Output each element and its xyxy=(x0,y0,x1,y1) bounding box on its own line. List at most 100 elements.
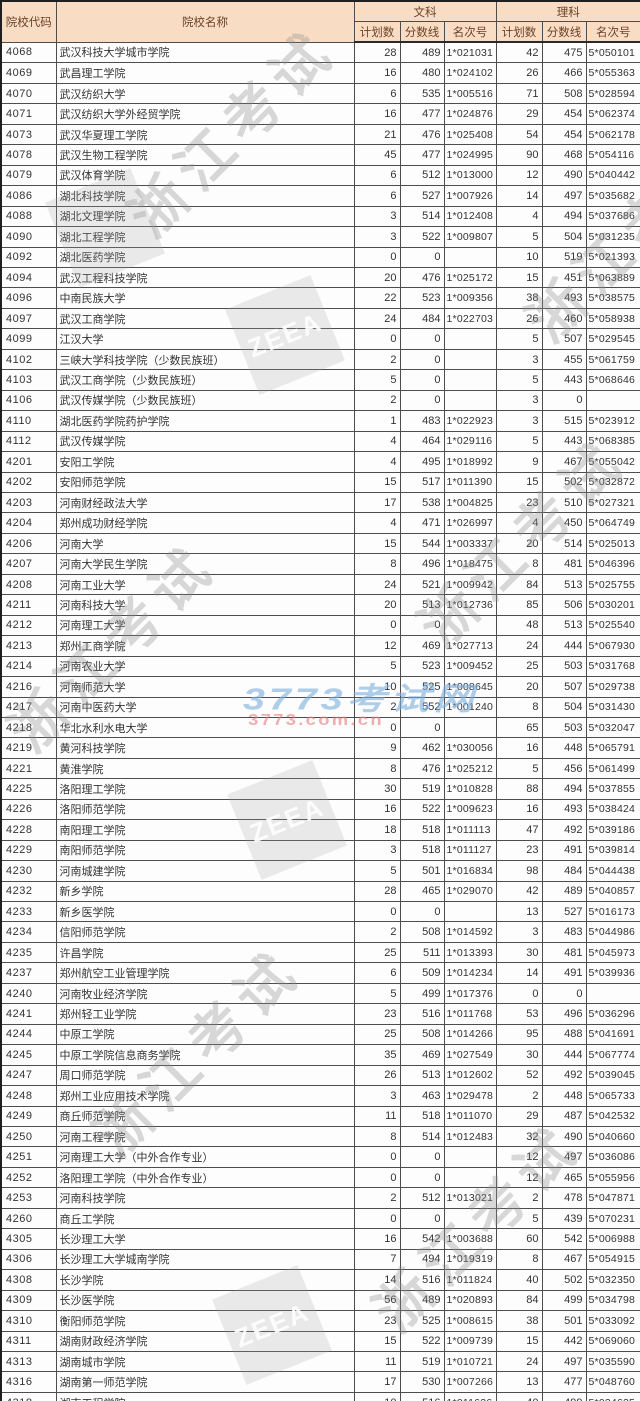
like-plan-cell: 15 xyxy=(495,1330,543,1353)
like-rank-cell: 5*061499 xyxy=(585,757,640,780)
like-rank-cell: 5*031768 xyxy=(585,655,640,678)
like-plan-cell: 52 xyxy=(495,1064,543,1087)
like-plan-cell: 23 xyxy=(495,491,543,514)
code-cell: 4078 xyxy=(0,144,57,166)
table-row: 4070 武汉纺织大学 6 535 1*005516 71 508 5*028594 xyxy=(0,82,640,105)
wenke-score-cell: 0 xyxy=(399,328,445,350)
like-plan-cell: 14 xyxy=(495,962,543,984)
wenke-score-cell: 519 xyxy=(399,1350,445,1373)
table-row: 4245 中原工学院信息商务学院 35 469 1*027549 30 444 5*06777… xyxy=(0,1044,640,1066)
name-cell: 武汉科技大学城市学院 xyxy=(55,41,355,64)
wenke-rank-cell: 1*025172 xyxy=(443,266,497,289)
wenke-score-cell: 509 xyxy=(399,962,445,984)
table-row: 4306 长沙理工大学城南学院 7 494 1*019319 8 467 5*054915 xyxy=(0,1248,640,1271)
like-plan-cell: 12 xyxy=(495,164,543,187)
like-plan-cell: 84 xyxy=(495,1289,543,1312)
like-rank-cell: 5*068646 xyxy=(585,369,640,391)
like-score-cell: 443 xyxy=(541,369,587,391)
name-cell: 安阳工学院 xyxy=(55,451,355,473)
like-score-cell: 506 xyxy=(541,594,587,616)
like-score-cell: 507 xyxy=(541,676,587,698)
like-plan-cell: 30 xyxy=(495,1044,543,1066)
table-row: 4203 河南财经政法大学 17 538 1*004825 23 510 5*027321 xyxy=(0,491,640,514)
wenke-rank-cell: 1*001240 xyxy=(443,696,497,718)
like-score-cell: 0 xyxy=(541,982,587,1005)
like-score-cell: 489 xyxy=(541,880,587,903)
table-row: 4078 武汉生物工程学院 45 477 1*024995 90 468 5*054116 xyxy=(0,144,640,166)
code-cell: 4201 xyxy=(0,451,57,473)
like-score-cell: 508 xyxy=(541,82,587,105)
name-cell: 郑州成功财经学院 xyxy=(55,512,355,534)
name-cell: 南阳师范学院 xyxy=(55,839,355,862)
code-cell: 4253 xyxy=(0,1187,57,1209)
name-cell: 许昌学院 xyxy=(55,941,355,964)
wenke-plan-cell: 26 xyxy=(353,1064,401,1087)
name-cell: 郑州轻工业学院 xyxy=(55,1003,355,1025)
table-row: 4241 郑州轻工业学院 23 516 1*011768 53 496 5*036296 xyxy=(0,1003,640,1025)
table-row: 4226 洛阳师范学院 16 522 1*009623 16 493 5*038424 xyxy=(0,798,640,821)
wenke-rank-cell: 1*012736 xyxy=(443,594,497,616)
like-score-cell: 454 xyxy=(541,103,587,125)
code-cell: 4204 xyxy=(0,512,57,534)
like-plan-cell: 15 xyxy=(495,266,543,289)
name-cell: 武汉工程科技学院 xyxy=(55,266,355,289)
wenke-plan-cell: 11 xyxy=(353,1350,401,1373)
wenke-rank-cell: 1*009356 xyxy=(443,287,497,309)
wenke-score-cell: 518 xyxy=(399,1105,445,1128)
header-wenke-rank: 名次号 xyxy=(443,21,497,43)
code-cell: 4073 xyxy=(0,123,57,146)
name-cell: 湖北文理学院 xyxy=(55,205,355,228)
like-plan-cell: 3 xyxy=(495,389,543,412)
wenke-rank-cell: 1*005516 xyxy=(443,82,497,105)
table-row: 4079 武汉体育学院 6 512 1*013000 12 490 5*040442 xyxy=(0,164,640,187)
like-plan-cell: 16 xyxy=(495,798,543,821)
like-plan-cell: 48 xyxy=(495,614,543,637)
wenke-rank-cell: 1*003688 xyxy=(443,1228,497,1250)
name-cell: 湖南工程学院 xyxy=(55,1391,355,1401)
code-cell: 4099 xyxy=(0,328,57,350)
name-cell: 长沙理工大学城南学院 xyxy=(55,1248,355,1271)
like-score-cell: 484 xyxy=(541,860,587,882)
wenke-plan-cell: 6 xyxy=(353,962,401,984)
like-rank-cell: 5*069060 xyxy=(585,1330,640,1353)
like-plan-cell: 42 xyxy=(495,41,543,64)
like-plan-cell: 95 xyxy=(495,1023,543,1046)
code-cell: 4202 xyxy=(0,471,57,493)
wenke-plan-cell: 28 xyxy=(353,41,401,64)
wenke-rank-cell: 1*011768 xyxy=(443,1003,497,1025)
like-rank-cell: 5*037855 xyxy=(585,778,640,800)
wenke-rank-cell: 1*009623 xyxy=(443,798,497,821)
like-rank-cell: 5*065733 xyxy=(585,1085,640,1107)
like-score-cell: 501 xyxy=(541,1310,587,1332)
like-plan-cell: 54 xyxy=(495,123,543,146)
table-row: 4214 河南农业大学 5 523 1*009452 25 503 5*031768 xyxy=(0,655,640,678)
code-cell: 4260 xyxy=(0,1207,57,1230)
like-rank-cell: 5*039814 xyxy=(585,839,640,862)
header-name: 院校名称 xyxy=(55,0,355,43)
wenke-rank-cell: 1*029070 xyxy=(443,880,497,903)
like-plan-cell: 2 xyxy=(495,1187,543,1209)
wenke-rank-cell: 1*024102 xyxy=(443,62,497,84)
like-score-cell: 450 xyxy=(541,512,587,534)
wenke-rank-cell: 1*011824 xyxy=(443,1269,497,1291)
like-score-cell: 515 xyxy=(541,410,587,432)
like-score-cell: 519 xyxy=(541,246,587,268)
table-row: 4221 黄淮学院 8 476 1*025212 5 456 5*061499 xyxy=(0,757,640,780)
wenke-score-cell: 518 xyxy=(399,839,445,862)
like-plan-cell: 13 xyxy=(495,901,543,923)
wenke-score-cell: 0 xyxy=(399,389,445,412)
code-cell: 4245 xyxy=(0,1044,57,1066)
like-plan-cell: 29 xyxy=(495,103,543,125)
like-score-cell: 499 xyxy=(541,1289,587,1312)
code-cell: 4310 xyxy=(0,1310,57,1332)
wenke-rank-cell xyxy=(443,389,497,412)
wenke-plan-cell: 8 xyxy=(353,1126,401,1148)
name-cell: 长沙理工大学 xyxy=(55,1228,355,1250)
wenke-rank-cell: 1*029478 xyxy=(443,1085,497,1107)
like-score-cell: 487 xyxy=(541,1105,587,1128)
like-score-cell: 444 xyxy=(541,635,587,657)
wenke-plan-cell: 6 xyxy=(353,82,401,105)
wenke-plan-cell: 22 xyxy=(353,287,401,309)
like-score-cell: 455 xyxy=(541,348,587,371)
wenke-plan-cell: 30 xyxy=(353,778,401,800)
